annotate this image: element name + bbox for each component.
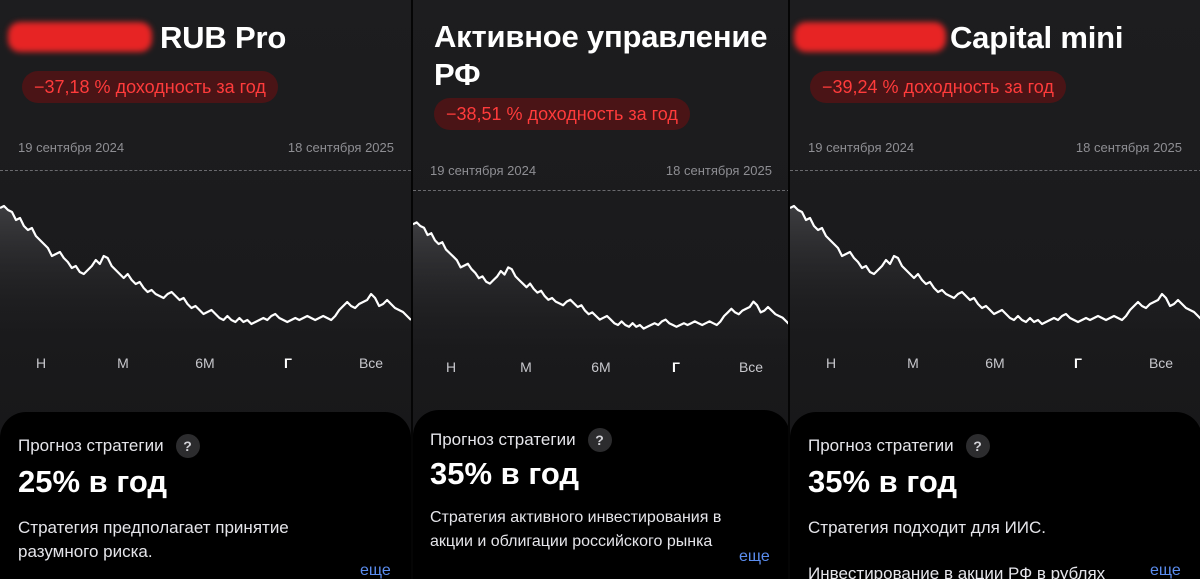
period-month[interactable]: М xyxy=(520,359,532,375)
performance-chart[interactable] xyxy=(0,170,411,350)
period-6m[interactable]: 6М xyxy=(591,359,611,375)
return-badge: −39,24 % доходность за год xyxy=(810,71,1066,103)
chart-top-line xyxy=(0,170,411,171)
period-all[interactable]: Все xyxy=(358,355,384,371)
period-week[interactable]: Н xyxy=(445,359,457,375)
strategy-description: Стратегия активного инвестирования в акц… xyxy=(430,509,722,550)
more-link[interactable]: еще xyxy=(733,548,770,566)
period-year[interactable]: Г xyxy=(284,355,292,371)
period-week[interactable]: Н xyxy=(825,355,837,371)
chart-area-fill xyxy=(0,206,411,350)
period-all[interactable]: Все xyxy=(1148,355,1174,371)
date-end: 18 сентября 2025 xyxy=(1075,140,1182,155)
strategy-panel-3: Capital mini −39,24 % доходность за год … xyxy=(788,0,1200,579)
strategy-description: Стратегия предполагает принятие разумног… xyxy=(18,518,289,561)
chart-top-line xyxy=(413,190,788,191)
strategy-panel-2: Активное управление РФ −38,51 % доходнос… xyxy=(411,0,788,579)
chart-top-line xyxy=(790,170,1200,171)
period-week[interactable]: Н xyxy=(35,355,47,371)
price-line xyxy=(0,204,411,326)
question-icon[interactable]: ? xyxy=(175,434,200,458)
strategy-title: Capital mini xyxy=(950,20,1124,55)
period-6m[interactable]: 6М xyxy=(195,355,215,371)
strategy-description-more: Инвестирование в акции РФ в рублях xyxy=(808,564,1106,579)
period-all[interactable]: Все xyxy=(738,359,764,375)
more-link[interactable]: еще xyxy=(1144,562,1181,579)
period-month[interactable]: М xyxy=(117,355,129,371)
date-end: 18 сентября 2025 xyxy=(665,163,772,178)
forecast-value: 35% в год xyxy=(430,456,580,491)
forecast-value: 35% в год xyxy=(808,464,958,499)
forecast-value: 25% в год xyxy=(18,464,168,499)
performance-chart[interactable] xyxy=(413,190,788,370)
forecast-card: Прогноз стратегии ? 35% в год Стратегия … xyxy=(790,412,1200,579)
return-badge: −38,51 % доходность за год xyxy=(434,98,690,130)
date-start: 19 сентября 2024 xyxy=(808,140,915,155)
forecast-card: Прогноз стратегии ? 25% в год Стратегия … xyxy=(0,412,411,579)
date-start: 19 сентября 2024 xyxy=(430,163,537,178)
period-year[interactable]: Г xyxy=(672,359,680,375)
forecast-label: Прогноз стратегии xyxy=(808,436,954,455)
forecast-card: Прогноз стратегии ? 35% в год Стратегия … xyxy=(413,410,788,579)
period-month[interactable]: М xyxy=(907,355,919,371)
period-year[interactable]: Г xyxy=(1074,355,1082,371)
performance-chart[interactable] xyxy=(790,170,1200,350)
question-icon[interactable]: ? xyxy=(965,434,990,458)
chart-area-fill xyxy=(790,206,1200,350)
strategy-description: Стратегия подходит для ИИС. xyxy=(808,518,1046,537)
date-start: 19 сентября 2024 xyxy=(18,140,125,155)
date-end: 18 сентября 2025 xyxy=(287,140,394,155)
redacted-name xyxy=(794,22,946,52)
return-badge: −37,18 % доходность за год xyxy=(22,71,278,103)
strategy-panel-1: RUB Pro −37,18 % доходность за год 19 се… xyxy=(0,0,411,579)
price-line xyxy=(413,221,788,330)
chart-area-fill xyxy=(413,222,788,370)
forecast-label: Прогноз стратегии xyxy=(430,430,576,449)
forecast-label: Прогноз стратегии xyxy=(18,436,164,455)
period-6m[interactable]: 6М xyxy=(985,355,1005,371)
strategy-title: RUB Pro xyxy=(160,20,287,55)
question-icon[interactable]: ? xyxy=(587,428,612,452)
redacted-name xyxy=(8,22,152,52)
strategy-title: Активное управление РФ xyxy=(434,19,768,92)
price-line xyxy=(790,204,1200,326)
more-link[interactable]: еще xyxy=(354,562,391,579)
